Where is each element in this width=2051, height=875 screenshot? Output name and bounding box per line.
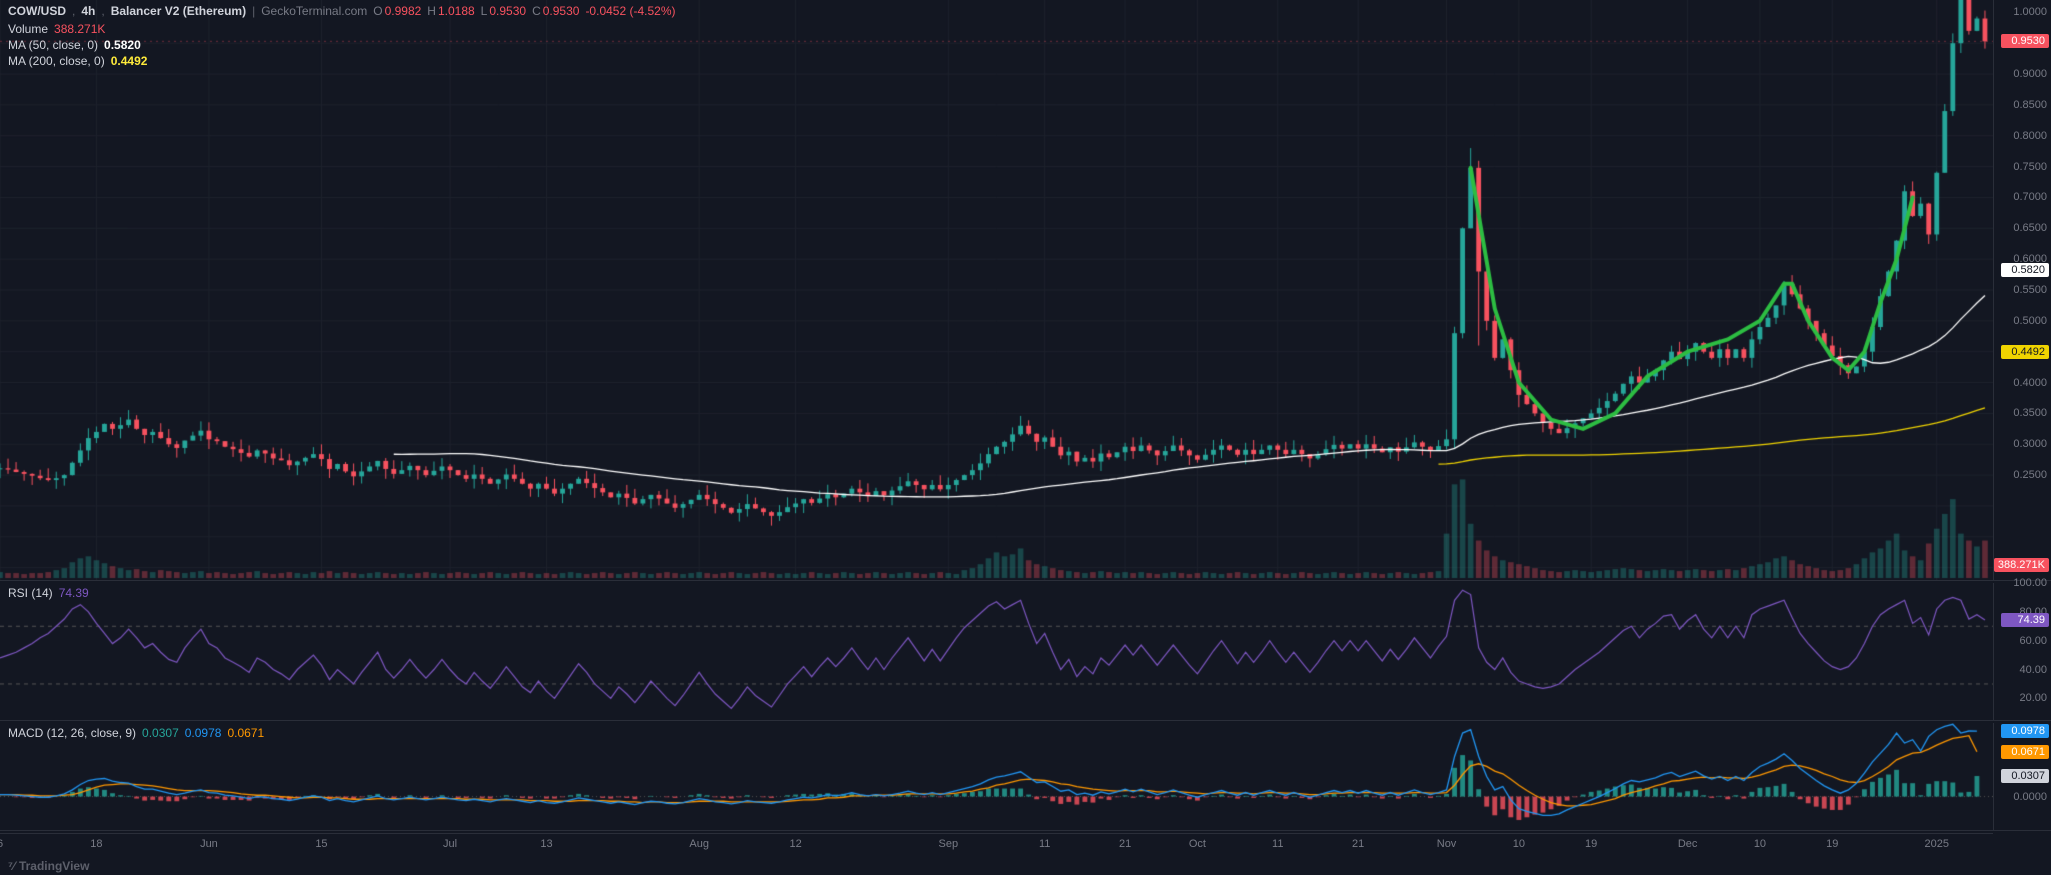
ma50-legend: MA (50, close, 0) 0.5820: [8, 38, 141, 52]
rsi-y-axis[interactable]: 20.0040.0060.0080.00100.0074.39: [1993, 583, 2051, 720]
chart-header: COW/USD , 4h , Balancer V2 (Ethereum) | …: [8, 4, 675, 18]
macd-pane-canvas[interactable]: [0, 723, 1993, 830]
time-axis[interactable]: 618Jun15Jul13Aug12Sep1121Oct1121Nov1019D…: [0, 833, 1993, 853]
rsi-legend: RSI (14) 74.39: [8, 586, 89, 600]
ma200-legend: MA (200, close, 0) 0.4492: [8, 54, 147, 68]
symbol-pair[interactable]: COW/USD: [8, 4, 66, 18]
macd-legend: MACD (12, 26, close, 9) 0.0307 0.0978 0.…: [8, 726, 264, 740]
ohlc-close: 0.9530: [543, 4, 580, 18]
volume-legend: Volume 388.271K: [8, 22, 105, 36]
ohlc-low: 0.9530: [489, 4, 526, 18]
macd-y-axis[interactable]: 0.00000.09780.06710.0307: [1993, 723, 2051, 830]
data-source: GeckoTerminal.com: [261, 4, 367, 18]
ohlc-high: 1.0188: [438, 4, 475, 18]
tradingview-watermark: ⁷⁄ TradingView: [8, 859, 89, 873]
price-y-axis[interactable]: 1.00000.95000.90000.85000.80000.75000.70…: [1993, 0, 2051, 580]
interval[interactable]: 4h: [81, 4, 95, 18]
price-change: -0.0452 (-4.52%): [585, 4, 675, 18]
pane-separator[interactable]: [0, 720, 2051, 721]
pane-separator: [0, 830, 2051, 831]
exchange: Balancer V2 (Ethereum): [111, 4, 246, 18]
ohlc-open: 0.9982: [385, 4, 422, 18]
price-pane-canvas[interactable]: [0, 0, 1993, 580]
pane-separator[interactable]: [0, 580, 2051, 581]
chart-root[interactable]: COW/USD , 4h , Balancer V2 (Ethereum) | …: [0, 0, 2051, 875]
rsi-pane-canvas[interactable]: [0, 583, 1993, 720]
